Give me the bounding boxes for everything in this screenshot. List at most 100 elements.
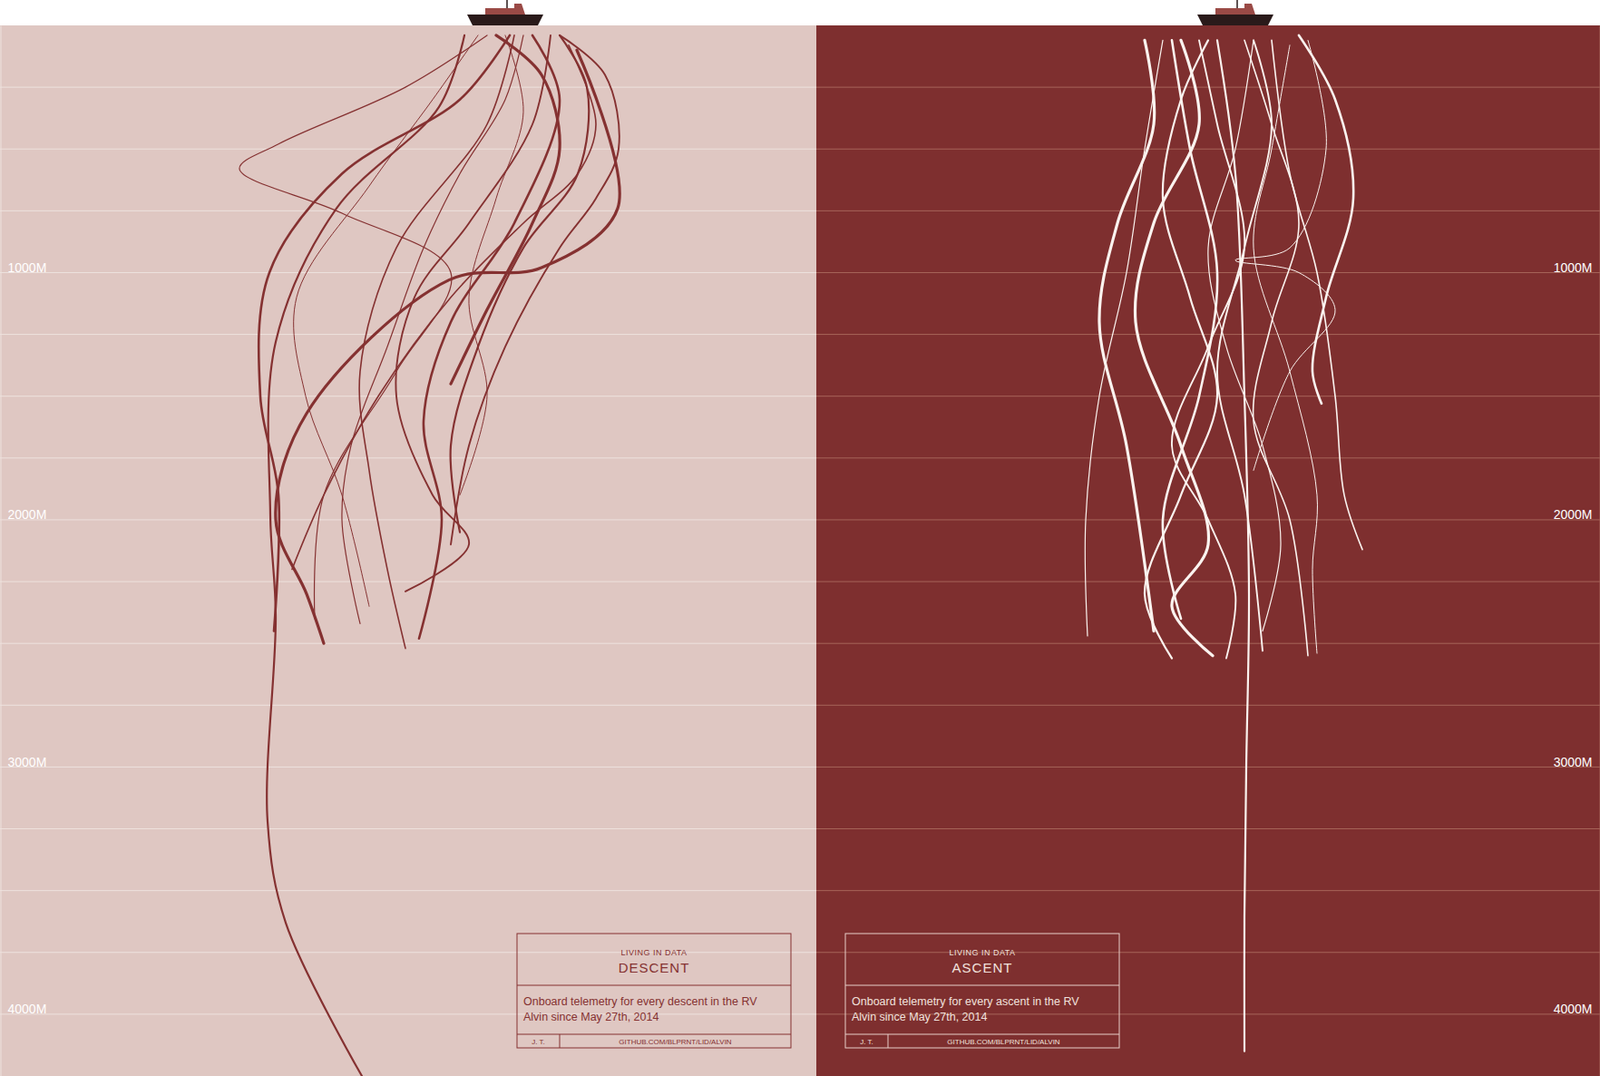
tick: 1000M <box>0 260 48 275</box>
source: GITHUB.COM/BLPRNT/LID/ALVIN <box>946 1037 1061 1046</box>
tick: 2000M <box>1553 507 1600 522</box>
ship-icon <box>1197 0 1274 26</box>
gridline <box>816 148 1600 150</box>
gridline <box>816 272 1600 274</box>
trace <box>395 35 551 592</box>
subtitle: LIVING IN DATA <box>620 947 687 957</box>
panel-background <box>816 25 1600 1076</box>
gridline <box>816 395 1600 397</box>
description: Alvin since May 27th, 2014 <box>523 1010 659 1024</box>
description: Onboard telemetry for every descent in t… <box>523 995 758 1008</box>
box-divider <box>517 985 791 986</box>
box-divider <box>887 1034 889 1048</box>
gridline <box>816 704 1600 706</box>
trace <box>341 35 524 624</box>
tick: 1000M <box>1553 260 1600 275</box>
gridline <box>0 951 817 953</box>
gridline <box>0 704 817 706</box>
box-divider <box>559 1034 561 1048</box>
traces <box>239 35 620 1076</box>
tick-label: 2000M <box>8 507 48 522</box>
ship-icon <box>467 0 544 26</box>
gridline <box>0 333 817 335</box>
gridline <box>0 1013 817 1015</box>
trace <box>1144 39 1218 658</box>
credit: J. T. <box>531 1037 546 1046</box>
tick-label: 3000M <box>8 754 48 770</box>
gridline <box>816 828 1600 830</box>
ship-hull <box>467 14 544 26</box>
trace <box>1162 39 1218 619</box>
source: GITHUB.COM/BLPRNT/LID/ALVIN <box>618 1037 732 1046</box>
trace <box>1298 35 1354 404</box>
gridline <box>0 766 817 768</box>
gridline <box>816 457 1600 459</box>
gridline <box>816 210 1600 212</box>
gridline <box>0 210 817 212</box>
credit: J. T. <box>859 1037 874 1046</box>
ship-mast <box>1236 0 1239 9</box>
ship-deck <box>485 3 526 15</box>
description: Onboard telemetry for every ascent in th… <box>851 995 1080 1008</box>
title: ASCENT <box>952 959 1014 976</box>
trace <box>450 35 620 545</box>
gridline <box>816 643 1600 644</box>
tick: 3000M <box>1553 754 1600 770</box>
gridline <box>0 148 817 150</box>
tick: 4000M <box>1553 1001 1600 1016</box>
y-axis: 1000M 2000M 3000M 4000M <box>1553 26 1600 1076</box>
gridline <box>816 951 1600 953</box>
box-divider <box>845 985 1120 986</box>
gridline <box>0 457 817 459</box>
gridline <box>0 518 817 520</box>
trace <box>1217 39 1272 651</box>
gridline <box>816 333 1600 335</box>
gridline <box>0 272 817 274</box>
panel-background <box>0 25 817 1076</box>
trace <box>293 35 479 606</box>
ship-deck <box>1215 3 1256 15</box>
panel: 1000M 2000M 3000M 4000M <box>816 25 1600 1076</box>
info-box: LIVING IN DATA ASCENT Onboard telemetry fo… <box>845 933 1120 1048</box>
subtitle: LIVING IN DATA <box>948 947 1015 957</box>
tick-label: 4000M <box>1553 1001 1593 1016</box>
gridline <box>0 889 817 891</box>
title: DESCENT <box>618 959 691 976</box>
panel: 1000M 2000M 3000M 4000M <box>0 25 817 1076</box>
tick: 3000M <box>0 754 48 770</box>
trace <box>1084 39 1163 636</box>
tick-label: 4000M <box>8 1001 48 1016</box>
tick-label: 3000M <box>1553 754 1593 770</box>
trace <box>1134 39 1213 655</box>
gridlines <box>0 87 817 1015</box>
tick-label: 1000M <box>1553 260 1593 275</box>
box-frame <box>517 933 791 1048</box>
trace <box>258 35 510 632</box>
gridline <box>0 395 817 397</box>
gridline <box>816 87 1600 88</box>
gridline <box>0 643 817 644</box>
trace <box>1208 39 1281 631</box>
tick-label: 2000M <box>1553 507 1593 522</box>
trace <box>450 35 590 533</box>
ship-hull <box>1197 14 1274 26</box>
trace <box>1235 39 1336 470</box>
trace <box>1253 45 1318 654</box>
box-frame <box>845 933 1120 1048</box>
chart-root: 1000M 2000M 3000M 4000M LIVING IN DATA DESCEN… <box>0 0 1600 1076</box>
tick: 4000M <box>0 1001 48 1016</box>
trace <box>1271 39 1363 549</box>
gridline <box>0 828 817 830</box>
gridline <box>0 581 817 583</box>
sky <box>0 0 1600 26</box>
tick: 2000M <box>0 507 48 522</box>
trace <box>292 45 596 570</box>
trace <box>459 35 524 496</box>
y-axis: 1000M 2000M 3000M 4000M <box>0 26 48 1076</box>
box-divider <box>517 1034 791 1035</box>
info-box: LIVING IN DATA DESCENT Onboard telemetry f… <box>517 933 791 1048</box>
traces <box>1084 35 1363 1052</box>
gridline <box>816 581 1600 583</box>
gridline <box>816 766 1600 768</box>
description: Alvin since May 27th, 2014 <box>851 1010 987 1024</box>
